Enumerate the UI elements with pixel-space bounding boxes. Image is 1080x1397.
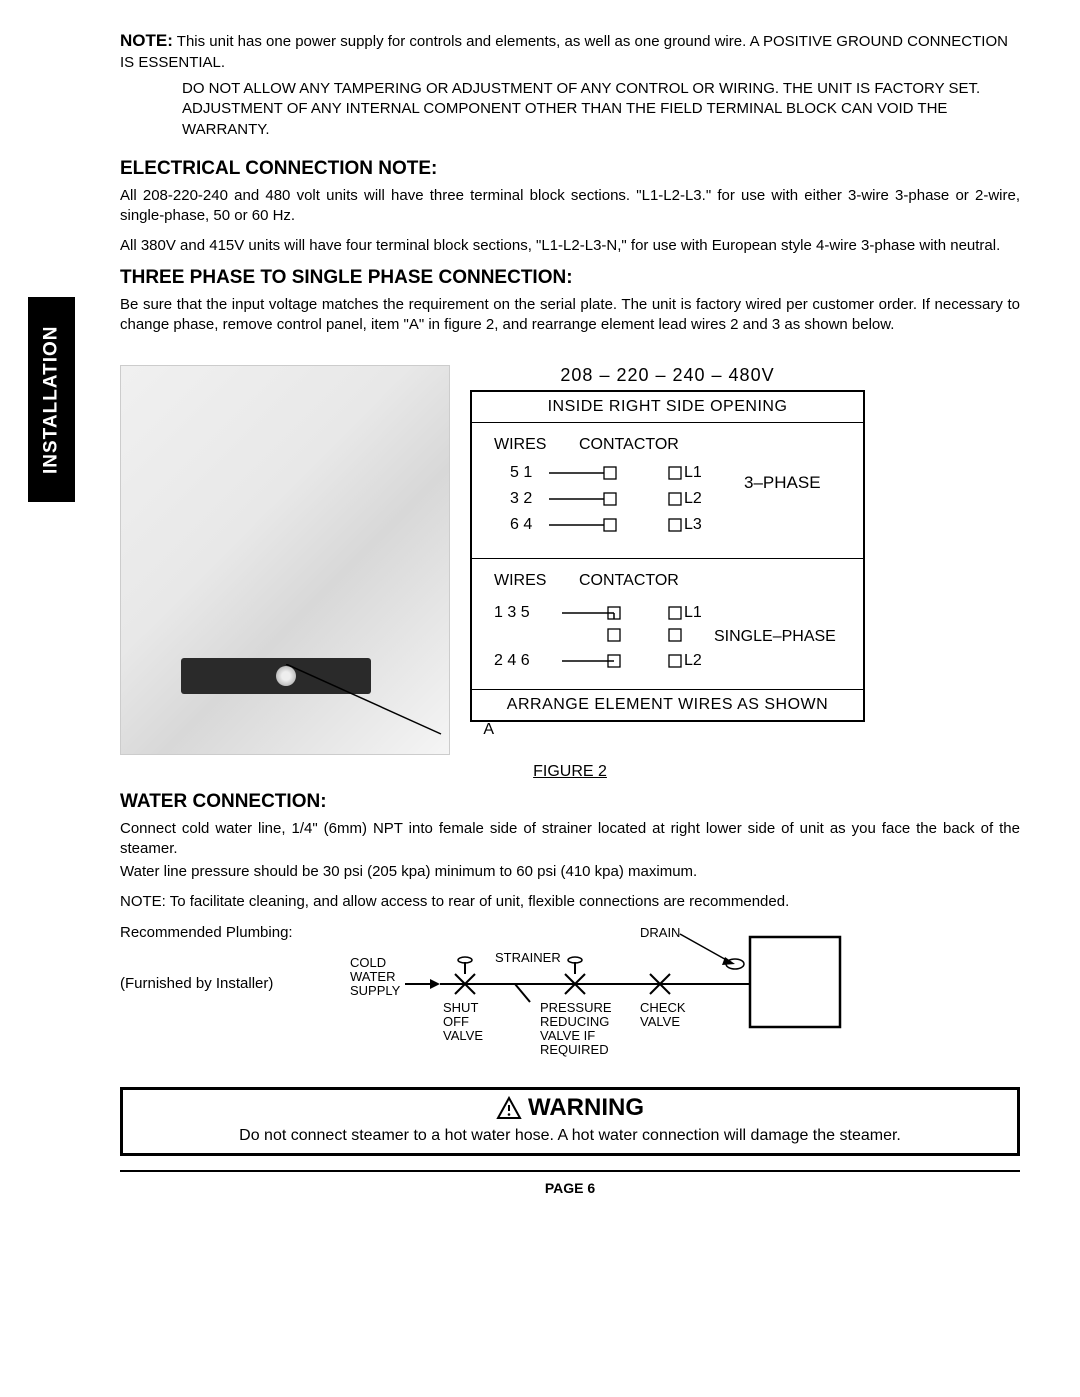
note-label: NOTE: xyxy=(120,31,173,50)
svg-text:3–PHASE: 3–PHASE xyxy=(744,473,821,492)
wiring-diagram: 208 – 220 – 240 – 480V INSIDE RIGHT SIDE… xyxy=(470,365,865,722)
page-number: PAGE 6 xyxy=(120,1170,1020,1196)
wiring-header: INSIDE RIGHT SIDE OPENING xyxy=(472,392,863,423)
svg-text:VALVE: VALVE xyxy=(443,1028,483,1043)
note-text-1: This unit has one power supply for contr… xyxy=(120,33,1008,71)
svg-text:2 4 6: 2 4 6 xyxy=(494,652,530,669)
svg-text:SHUT: SHUT xyxy=(443,1000,478,1015)
threephase-heading: THREE PHASE TO SINGLE PHASE CONNECTION: xyxy=(120,267,1020,289)
svg-text:SUPPLY: SUPPLY xyxy=(350,983,401,998)
figure-2: A 208 – 220 – 240 – 480V INSIDE RIGHT SI… xyxy=(120,365,1020,755)
warning-icon xyxy=(496,1096,522,1120)
svg-text:REDUCING: REDUCING xyxy=(540,1014,609,1029)
svg-text:VALVE: VALVE xyxy=(640,1014,680,1029)
svg-text:WATER: WATER xyxy=(350,969,396,984)
svg-text:L1: L1 xyxy=(684,604,702,621)
water-heading: WATER CONNECTION: xyxy=(120,791,1020,813)
svg-text:DRAIN: DRAIN xyxy=(640,925,680,940)
svg-text:WIRES: WIRES xyxy=(494,572,546,589)
svg-text:L2: L2 xyxy=(684,652,702,669)
water-p3: NOTE: To facilitate cleaning, and allow … xyxy=(120,892,1020,912)
label-a: A xyxy=(483,721,494,739)
svg-text:CHECK: CHECK xyxy=(640,1000,686,1015)
svg-text:STRAINER: STRAINER xyxy=(495,950,561,965)
svg-text:REQUIRED: REQUIRED xyxy=(540,1042,609,1057)
threephase-p1: Be sure that the input voltage matches t… xyxy=(120,295,1020,336)
elec-p2: All 380V and 415V units will have four t… xyxy=(120,236,1020,256)
installer-label: (Furnished by Installer) xyxy=(120,973,320,996)
wiring-3phase: WIRES CONTACTOR 5 1 3 2 6 4 xyxy=(472,423,863,559)
svg-text:1 3 5: 1 3 5 xyxy=(494,604,530,621)
svg-text:OFF: OFF xyxy=(443,1014,469,1029)
svg-text:6 4: 6 4 xyxy=(510,516,532,533)
svg-text:L1: L1 xyxy=(684,464,702,481)
svg-text:COLD: COLD xyxy=(350,955,386,970)
plumbing-diagram: COLD WATER SUPPLY SHUT OFF VALVE xyxy=(340,922,1020,1077)
svg-text:CONTACTOR: CONTACTOR xyxy=(579,572,679,589)
svg-text:WIRES: WIRES xyxy=(494,436,546,453)
svg-text:VALVE IF: VALVE IF xyxy=(540,1028,595,1043)
svg-text:3 2: 3 2 xyxy=(510,490,532,507)
svg-text:L2: L2 xyxy=(684,490,702,507)
wiring-footer: ARRANGE ELEMENT WIRES AS SHOWN xyxy=(472,690,863,720)
plumbing-section: Recommended Plumbing: (Furnished by Inst… xyxy=(120,922,1020,1077)
warning-box: WARNING Do not connect steamer to a hot … xyxy=(120,1087,1020,1156)
elec-heading: ELECTRICAL CONNECTION NOTE: xyxy=(120,158,1020,180)
water-p2: Water line pressure should be 30 psi (20… xyxy=(120,862,1020,882)
wiring-voltages: 208 – 220 – 240 – 480V xyxy=(470,365,865,386)
water-p1: Connect cold water line, 1/4" (6mm) NPT … xyxy=(120,819,1020,860)
note-block: NOTE: This unit has one power supply for… xyxy=(120,30,1020,140)
svg-text:PRESSURE: PRESSURE xyxy=(540,1000,612,1015)
wiring-singlephase: WIRES CONTACTOR 1 3 5 2 4 6 xyxy=(472,559,863,690)
rec-plumbing-label: Recommended Plumbing: xyxy=(120,922,320,945)
figure-caption: FIGURE 2 xyxy=(120,763,1020,781)
warning-title: WARNING xyxy=(528,1094,644,1122)
warning-text: Do not connect steamer to a hot water ho… xyxy=(137,1127,1003,1145)
svg-text:L3: L3 xyxy=(684,516,702,533)
note-text-2: DO NOT ALLOW ANY TAMPERING OR ADJUSTMENT… xyxy=(182,79,1020,140)
unit-photo: A xyxy=(120,365,450,755)
svg-text:SINGLE–PHASE: SINGLE–PHASE xyxy=(714,628,836,645)
svg-text:CONTACTOR: CONTACTOR xyxy=(579,436,679,453)
elec-p1: All 208-220-240 and 480 volt units will … xyxy=(120,186,1020,227)
svg-text:5 1: 5 1 xyxy=(510,464,532,481)
